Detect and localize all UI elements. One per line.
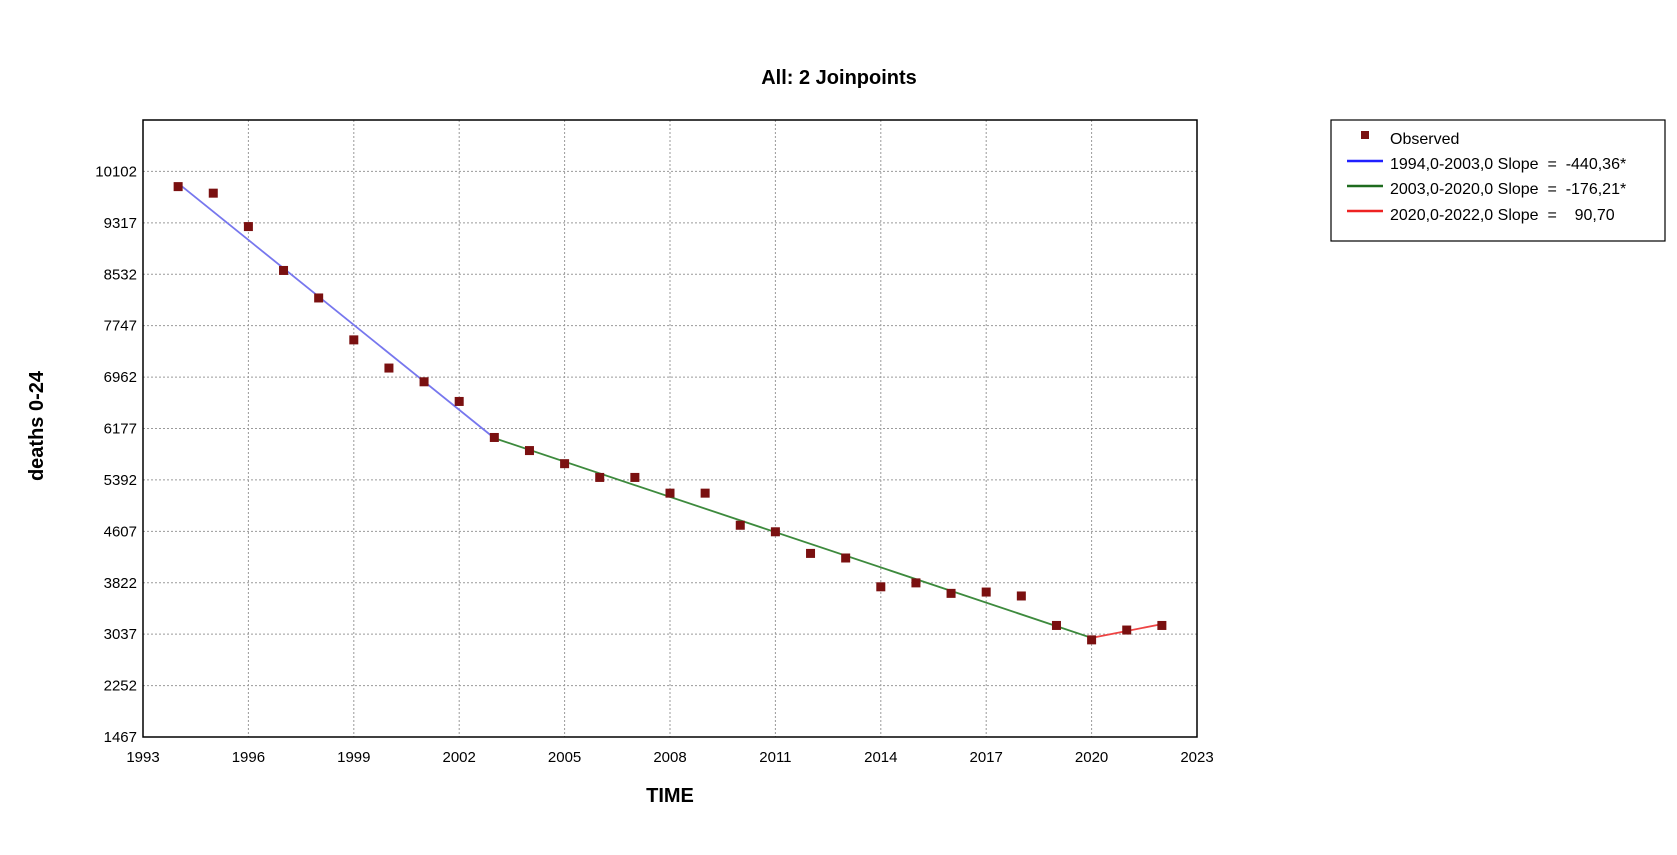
observed-point bbox=[208, 188, 218, 198]
y-tick-label: 5392 bbox=[104, 472, 137, 489]
observed-point bbox=[349, 335, 359, 345]
legend-segment-1-label: 1994,0-2003,0 Slope = -440,36* bbox=[1390, 156, 1626, 173]
observed-point bbox=[876, 582, 886, 592]
x-tick-label: 1996 bbox=[232, 749, 265, 766]
y-tick-label: 6962 bbox=[104, 369, 137, 386]
observed-point bbox=[841, 553, 851, 563]
observed-point bbox=[384, 363, 394, 373]
observed-point bbox=[1122, 625, 1132, 635]
y-tick-label: 6177 bbox=[104, 421, 137, 438]
observed-point bbox=[735, 520, 745, 530]
legend-observed-marker bbox=[1361, 131, 1369, 139]
x-tick-label: 2023 bbox=[1180, 749, 1213, 766]
observed-point bbox=[279, 265, 289, 275]
observed-point bbox=[1087, 635, 1097, 645]
observed-points bbox=[173, 182, 1167, 645]
observed-point bbox=[700, 488, 710, 498]
legend-segment-3-label: 2020,0-2022,0 Slope = 90,70 bbox=[1390, 207, 1615, 224]
x-axis-title: TIME bbox=[646, 785, 694, 807]
x-tick-label: 1993 bbox=[126, 749, 159, 766]
legend-box bbox=[1330, 119, 1666, 242]
y-axis-ticks: 1467 2252 3037 3822 4607 5392 6177 6962 7747 8532… bbox=[95, 163, 137, 746]
plot-frame bbox=[142, 119, 1198, 738]
observed-point bbox=[524, 446, 534, 456]
observed-point bbox=[173, 182, 183, 192]
y-tick-label: 9317 bbox=[104, 215, 137, 232]
x-tick-label: 2005 bbox=[548, 749, 581, 766]
observed-point bbox=[806, 548, 816, 558]
y-tick-label: 10102 bbox=[95, 163, 137, 180]
y-tick-label: 2252 bbox=[104, 678, 137, 695]
x-tick-label: 1999 bbox=[337, 749, 370, 766]
observed-point bbox=[911, 578, 921, 588]
observed-point bbox=[454, 396, 464, 406]
observed-point bbox=[946, 588, 956, 598]
y-tick-label: 4607 bbox=[104, 523, 137, 540]
x-tick-label: 2014 bbox=[864, 749, 897, 766]
observed-point bbox=[595, 472, 605, 482]
chart-title: All: 2 Joinpoints bbox=[761, 67, 917, 89]
observed-point bbox=[314, 293, 324, 303]
y-tick-label: 7747 bbox=[104, 318, 137, 335]
y-tick-label: 3037 bbox=[104, 626, 137, 643]
observed-point bbox=[419, 377, 429, 387]
legend: Observed 1994,0-2003,0 Slope = -440,36* … bbox=[1330, 119, 1666, 242]
observed-point bbox=[665, 488, 675, 498]
observed-point bbox=[560, 459, 570, 469]
observed-point bbox=[243, 222, 253, 232]
y-tick-label: 3822 bbox=[104, 575, 137, 592]
x-tick-label: 2020 bbox=[1075, 749, 1108, 766]
observed-point bbox=[1157, 620, 1167, 630]
observed-point bbox=[1051, 620, 1061, 630]
legend-segment-2-label: 2003,0-2020,0 Slope = -176,21* bbox=[1390, 181, 1626, 198]
y-tick-label: 8532 bbox=[104, 266, 137, 283]
trend-segment-1 bbox=[177, 182, 495, 439]
y-tick-label: 1467 bbox=[104, 729, 137, 746]
trend-segment-2 bbox=[494, 437, 1092, 639]
x-tick-label: 2011 bbox=[759, 749, 791, 766]
observed-point bbox=[630, 472, 640, 482]
observed-point bbox=[1016, 591, 1026, 601]
x-tick-label: 2017 bbox=[970, 749, 1003, 766]
observed-point bbox=[981, 587, 991, 597]
x-tick-label: 2008 bbox=[653, 749, 686, 766]
observed-point bbox=[770, 527, 780, 537]
x-axis-ticks: 1993 1996 1999 2002 2005 2008 2011 2014 2017 2020… bbox=[126, 749, 1213, 766]
x-tick-label: 2002 bbox=[443, 749, 476, 766]
legend-observed-label: Observed bbox=[1390, 131, 1459, 148]
observed-point bbox=[489, 432, 499, 442]
y-axis-title: deaths 0-24 bbox=[26, 370, 48, 481]
grid-lines bbox=[143, 120, 1197, 737]
